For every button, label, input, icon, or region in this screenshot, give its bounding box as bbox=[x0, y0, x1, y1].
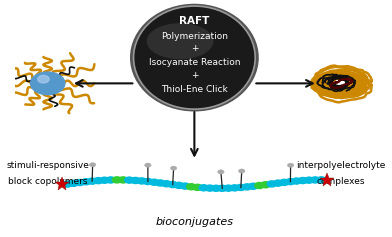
Circle shape bbox=[279, 179, 289, 185]
Circle shape bbox=[298, 178, 307, 184]
Text: bioconjugates: bioconjugates bbox=[155, 217, 233, 227]
Circle shape bbox=[81, 179, 91, 185]
Circle shape bbox=[168, 182, 177, 188]
Circle shape bbox=[100, 177, 109, 183]
Text: block copolymers: block copolymers bbox=[8, 177, 87, 186]
Circle shape bbox=[218, 185, 227, 191]
Circle shape bbox=[69, 180, 78, 186]
Circle shape bbox=[310, 177, 320, 183]
Circle shape bbox=[143, 178, 152, 185]
Circle shape bbox=[171, 166, 177, 170]
Circle shape bbox=[31, 72, 65, 95]
Circle shape bbox=[230, 185, 239, 191]
Circle shape bbox=[112, 177, 122, 183]
Circle shape bbox=[87, 178, 97, 184]
Circle shape bbox=[255, 182, 264, 189]
Circle shape bbox=[162, 181, 171, 187]
Circle shape bbox=[131, 178, 140, 183]
Ellipse shape bbox=[134, 6, 255, 109]
Circle shape bbox=[287, 163, 294, 167]
Circle shape bbox=[94, 178, 103, 184]
Text: +: + bbox=[191, 44, 198, 53]
Circle shape bbox=[242, 184, 252, 190]
Circle shape bbox=[187, 184, 196, 190]
Circle shape bbox=[304, 177, 314, 183]
Circle shape bbox=[125, 177, 134, 183]
Circle shape bbox=[149, 179, 159, 185]
Ellipse shape bbox=[130, 4, 259, 111]
Text: complexes: complexes bbox=[317, 177, 365, 186]
Circle shape bbox=[63, 181, 72, 187]
Ellipse shape bbox=[147, 23, 214, 59]
Text: Thiol-Ene Click: Thiol-Ene Click bbox=[161, 85, 228, 94]
Circle shape bbox=[317, 177, 326, 183]
Circle shape bbox=[106, 177, 115, 183]
Text: Isocyanate Reaction: Isocyanate Reaction bbox=[149, 58, 240, 67]
Circle shape bbox=[180, 183, 190, 189]
Text: +: + bbox=[191, 71, 198, 80]
Text: RAFT: RAFT bbox=[179, 16, 210, 26]
Text: interpolyelectrolyte: interpolyelectrolyte bbox=[296, 161, 386, 170]
Circle shape bbox=[286, 179, 295, 185]
Circle shape bbox=[292, 178, 301, 184]
Circle shape bbox=[211, 185, 221, 191]
Circle shape bbox=[38, 75, 49, 83]
Circle shape bbox=[205, 185, 214, 191]
Circle shape bbox=[193, 184, 202, 190]
Circle shape bbox=[267, 181, 276, 187]
Text: stimuli-responsive: stimuli-responsive bbox=[6, 161, 89, 170]
Circle shape bbox=[199, 185, 208, 191]
Text: Polymerization: Polymerization bbox=[161, 32, 228, 41]
Circle shape bbox=[156, 180, 165, 186]
Circle shape bbox=[118, 177, 128, 183]
Circle shape bbox=[238, 169, 245, 173]
Circle shape bbox=[218, 170, 224, 174]
Circle shape bbox=[137, 178, 146, 184]
Circle shape bbox=[145, 163, 151, 167]
Circle shape bbox=[249, 183, 258, 189]
Circle shape bbox=[89, 163, 96, 167]
Circle shape bbox=[174, 182, 183, 188]
Circle shape bbox=[261, 182, 270, 188]
Circle shape bbox=[75, 179, 84, 186]
Circle shape bbox=[273, 180, 283, 186]
Circle shape bbox=[236, 184, 245, 191]
Circle shape bbox=[224, 185, 233, 191]
